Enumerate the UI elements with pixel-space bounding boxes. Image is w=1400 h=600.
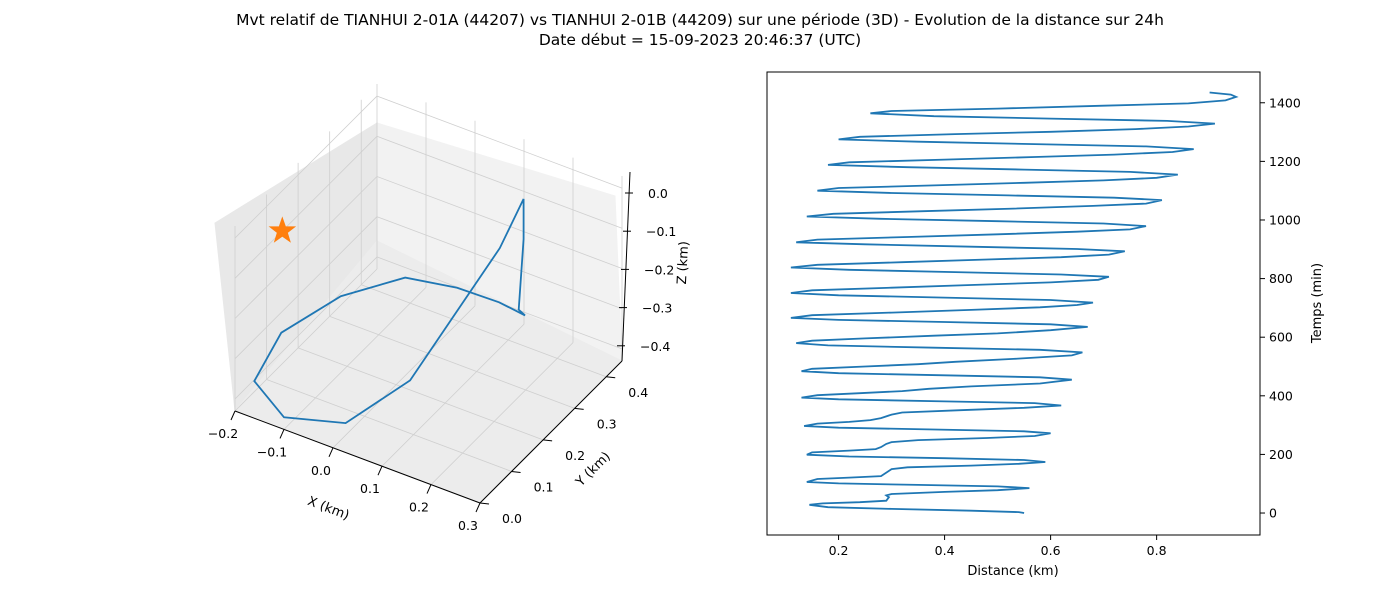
plot-2d-frame (766, 71, 1261, 536)
y-tick-3d (511, 470, 521, 473)
plot-3d: −0.2 −0.1 0.0 0.1 0.2 0.3 0.0 0.1 0.2 0.3 0.4 0.0 −0… (208, 84, 692, 533)
grid-line-z (234, 135, 378, 279)
grid-line-z (234, 216, 378, 360)
grid-line-z (376, 135, 623, 229)
y-tick-label-2d: 200 (1269, 447, 1293, 462)
grid-line-z (376, 216, 623, 310)
start-star-marker (268, 216, 297, 243)
axis-3d-lines (234, 171, 631, 504)
y-tick-label-2d: 1400 (1269, 95, 1301, 110)
y-tick-3d (606, 376, 616, 379)
z-tick-label-3d: −0.4 (640, 339, 670, 354)
grid-line-z (234, 256, 378, 400)
grid-line-x (381, 323, 525, 467)
figure-title: Mvt relatif de TIANHUI 2-01A (44207) vs … (236, 11, 1164, 29)
x-tick-label-2d: 0.6 (1041, 543, 1061, 558)
y-tick-label-3d: 0.3 (597, 416, 617, 431)
x-tick-3d (475, 502, 481, 513)
plot-2d: 0.2 0.4 0.6 0.8 0 200 400 600 800 1000 1200 1400 Di… (766, 71, 1325, 579)
grid-line-z (376, 95, 623, 189)
x-axis-label-3d: X (km) (305, 494, 351, 524)
ticks-3d: −0.2 −0.1 0.0 0.1 0.2 0.3 0.0 0.1 0.2 0.3 0.4 0.0 −0… (208, 186, 677, 533)
grid-line-x (283, 287, 427, 430)
y-axis-label-2d: Temps (min) (1310, 263, 1325, 344)
x-tick-label-3d: −0.1 (257, 444, 287, 459)
x-tick-label-3d: 0.1 (360, 481, 380, 496)
x-tick-3d (328, 447, 334, 458)
y-tick-label-3d: 0.4 (628, 385, 648, 400)
grid-line-z (234, 176, 378, 319)
x-axis-label-2d: Distance (km) (967, 564, 1058, 579)
y-tick-label-2d: 600 (1269, 330, 1293, 345)
x-tick-label-3d: 0.0 (311, 463, 331, 478)
y-tick-label-2d: 1200 (1269, 154, 1301, 169)
x-tick-label-2d: 0.8 (1147, 543, 1167, 558)
z-tick-label-3d: −0.2 (644, 262, 674, 277)
grid-line-z (376, 176, 623, 269)
x-tick-label-2d: 0.4 (935, 543, 955, 558)
z-tick-label-3d: −0.1 (646, 224, 676, 239)
x-tick-3d (377, 465, 383, 476)
grid-line-y (297, 347, 544, 441)
y-tick-3d (543, 439, 553, 442)
figure-subtitle: Date début = 15-09-2023 20:46:37 (UTC) (538, 31, 862, 49)
y-tick-3d (574, 407, 584, 410)
y-tick-label-3d: 0.0 (502, 511, 522, 526)
x-tick-3d (426, 484, 432, 494)
z-tick-label-3d: 0.0 (648, 186, 668, 201)
x-tick-3d (279, 429, 285, 439)
y-tick-3d (479, 502, 490, 505)
y-tick-label-2d: 400 (1269, 388, 1293, 403)
x-tick-label-2d: 0.2 (829, 543, 849, 558)
grid-line-y (329, 315, 575, 409)
x-tick-3d (230, 410, 236, 421)
ticks-2d: 0.2 0.4 0.6 0.8 0 200 400 600 800 1000 1200 1400 (829, 95, 1301, 558)
z-axis-label-3d: Z (km) (675, 241, 692, 285)
y-tick-label-2d: 1000 (1269, 212, 1301, 227)
grid-line-y (361, 284, 607, 378)
y-tick-label-2d: 0 (1269, 506, 1277, 521)
x-tick-label-3d: 0.3 (458, 518, 478, 533)
x-tick-label-3d: 0.2 (409, 500, 429, 515)
z-tick-label-3d: −0.3 (642, 301, 672, 316)
distance-series-line (790, 91, 1239, 514)
grid-line-z (234, 95, 378, 239)
grid-line-x (332, 305, 476, 449)
grid-line-x (430, 342, 574, 485)
grid-line-y (266, 379, 512, 472)
trajectory-line (253, 198, 526, 425)
x-tick-label-3d: −0.2 (208, 426, 238, 441)
y-tick-label-2d: 800 (1269, 271, 1293, 286)
y-tick-label-3d: 0.1 (534, 479, 554, 494)
y-tick-label-3d: 0.2 (565, 448, 585, 463)
